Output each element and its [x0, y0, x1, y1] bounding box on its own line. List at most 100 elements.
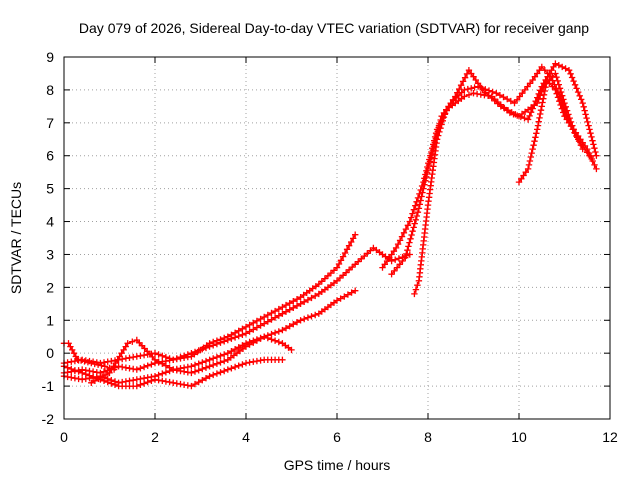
data-point [304, 296, 312, 304]
data-point [188, 363, 195, 370]
data-point [180, 352, 188, 359]
data-point [433, 136, 441, 143]
data-point [275, 328, 282, 335]
data-point [395, 255, 403, 262]
y-tick-label: 9 [46, 49, 54, 65]
data-point [264, 318, 271, 325]
data-point [546, 76, 553, 84]
data-point [264, 311, 271, 319]
data-point [133, 382, 140, 390]
x-tick-label: 6 [333, 429, 341, 445]
data-point [268, 316, 275, 323]
y-axis-label: SDTVAR / TECUs [8, 182, 24, 294]
data-point [529, 105, 536, 112]
x-tick-label: 8 [424, 429, 432, 445]
data-point [77, 357, 85, 364]
data-point [474, 80, 482, 87]
data-point [213, 370, 221, 377]
data-point [532, 98, 539, 105]
data-point [343, 246, 351, 253]
data-point [246, 328, 253, 335]
data-point [589, 157, 596, 165]
data-point [228, 335, 235, 342]
data-point [119, 363, 126, 371]
data-point [75, 368, 82, 375]
data-point [416, 201, 423, 208]
data-point [561, 113, 568, 120]
data-point [457, 82, 465, 89]
data-point [140, 380, 148, 387]
data-point [199, 346, 206, 353]
data-point [210, 361, 217, 369]
data-point [170, 366, 177, 373]
data-point [104, 378, 111, 386]
data-point [202, 375, 210, 382]
data-point [527, 109, 535, 116]
data-point [124, 340, 131, 347]
data-point [250, 326, 257, 333]
data-point [392, 244, 400, 252]
data-point [515, 178, 523, 186]
y-tick-label: 7 [46, 115, 54, 131]
data-point [477, 91, 484, 98]
data-point [293, 296, 301, 303]
data-point [536, 114, 543, 122]
data-point [95, 375, 102, 383]
data-point [583, 114, 590, 122]
data-point [407, 235, 414, 242]
data-point [546, 70, 553, 77]
data-point [159, 377, 166, 384]
data-point [528, 149, 535, 157]
data-point [290, 321, 297, 328]
data-point [221, 351, 228, 358]
data-point [569, 122, 576, 129]
data-point [454, 89, 461, 96]
series-pass-1 [60, 231, 359, 367]
series-pass-10 [515, 70, 586, 186]
data-point [526, 157, 534, 165]
data-point [461, 74, 469, 81]
data-point [402, 254, 409, 261]
data-point [538, 63, 545, 71]
data-point [388, 271, 395, 278]
data-point [413, 212, 420, 220]
data-point [98, 362, 105, 369]
data-point [489, 88, 496, 96]
data-point [468, 85, 475, 92]
data-point [195, 347, 202, 354]
data-point [554, 94, 562, 101]
data-point [67, 343, 74, 350]
data-point [409, 228, 416, 235]
data-point [88, 379, 95, 386]
data-point [261, 313, 268, 321]
data-point [531, 101, 538, 109]
data-point [345, 242, 353, 249]
data-point [406, 218, 413, 225]
data-point [348, 238, 355, 246]
data-point [344, 291, 352, 298]
data-point [151, 376, 159, 383]
data-point [439, 117, 446, 124]
data-point [542, 84, 549, 91]
data-point [552, 86, 559, 94]
data-point [592, 148, 599, 156]
data-point [246, 359, 253, 366]
data-point [213, 360, 221, 367]
data-point [151, 356, 159, 363]
data-point [261, 320, 268, 327]
data-point [68, 374, 75, 381]
data-point [465, 67, 473, 74]
data-point [349, 263, 356, 271]
data-point [392, 256, 399, 263]
data-point [532, 134, 539, 141]
data-point [537, 110, 544, 118]
data-point [593, 165, 600, 173]
data-point [412, 202, 419, 209]
data-point [81, 358, 88, 365]
x-tick-label: 2 [151, 429, 159, 445]
data-point [420, 185, 427, 192]
data-point [342, 269, 350, 276]
data-point [437, 125, 444, 132]
data-point [221, 338, 228, 345]
